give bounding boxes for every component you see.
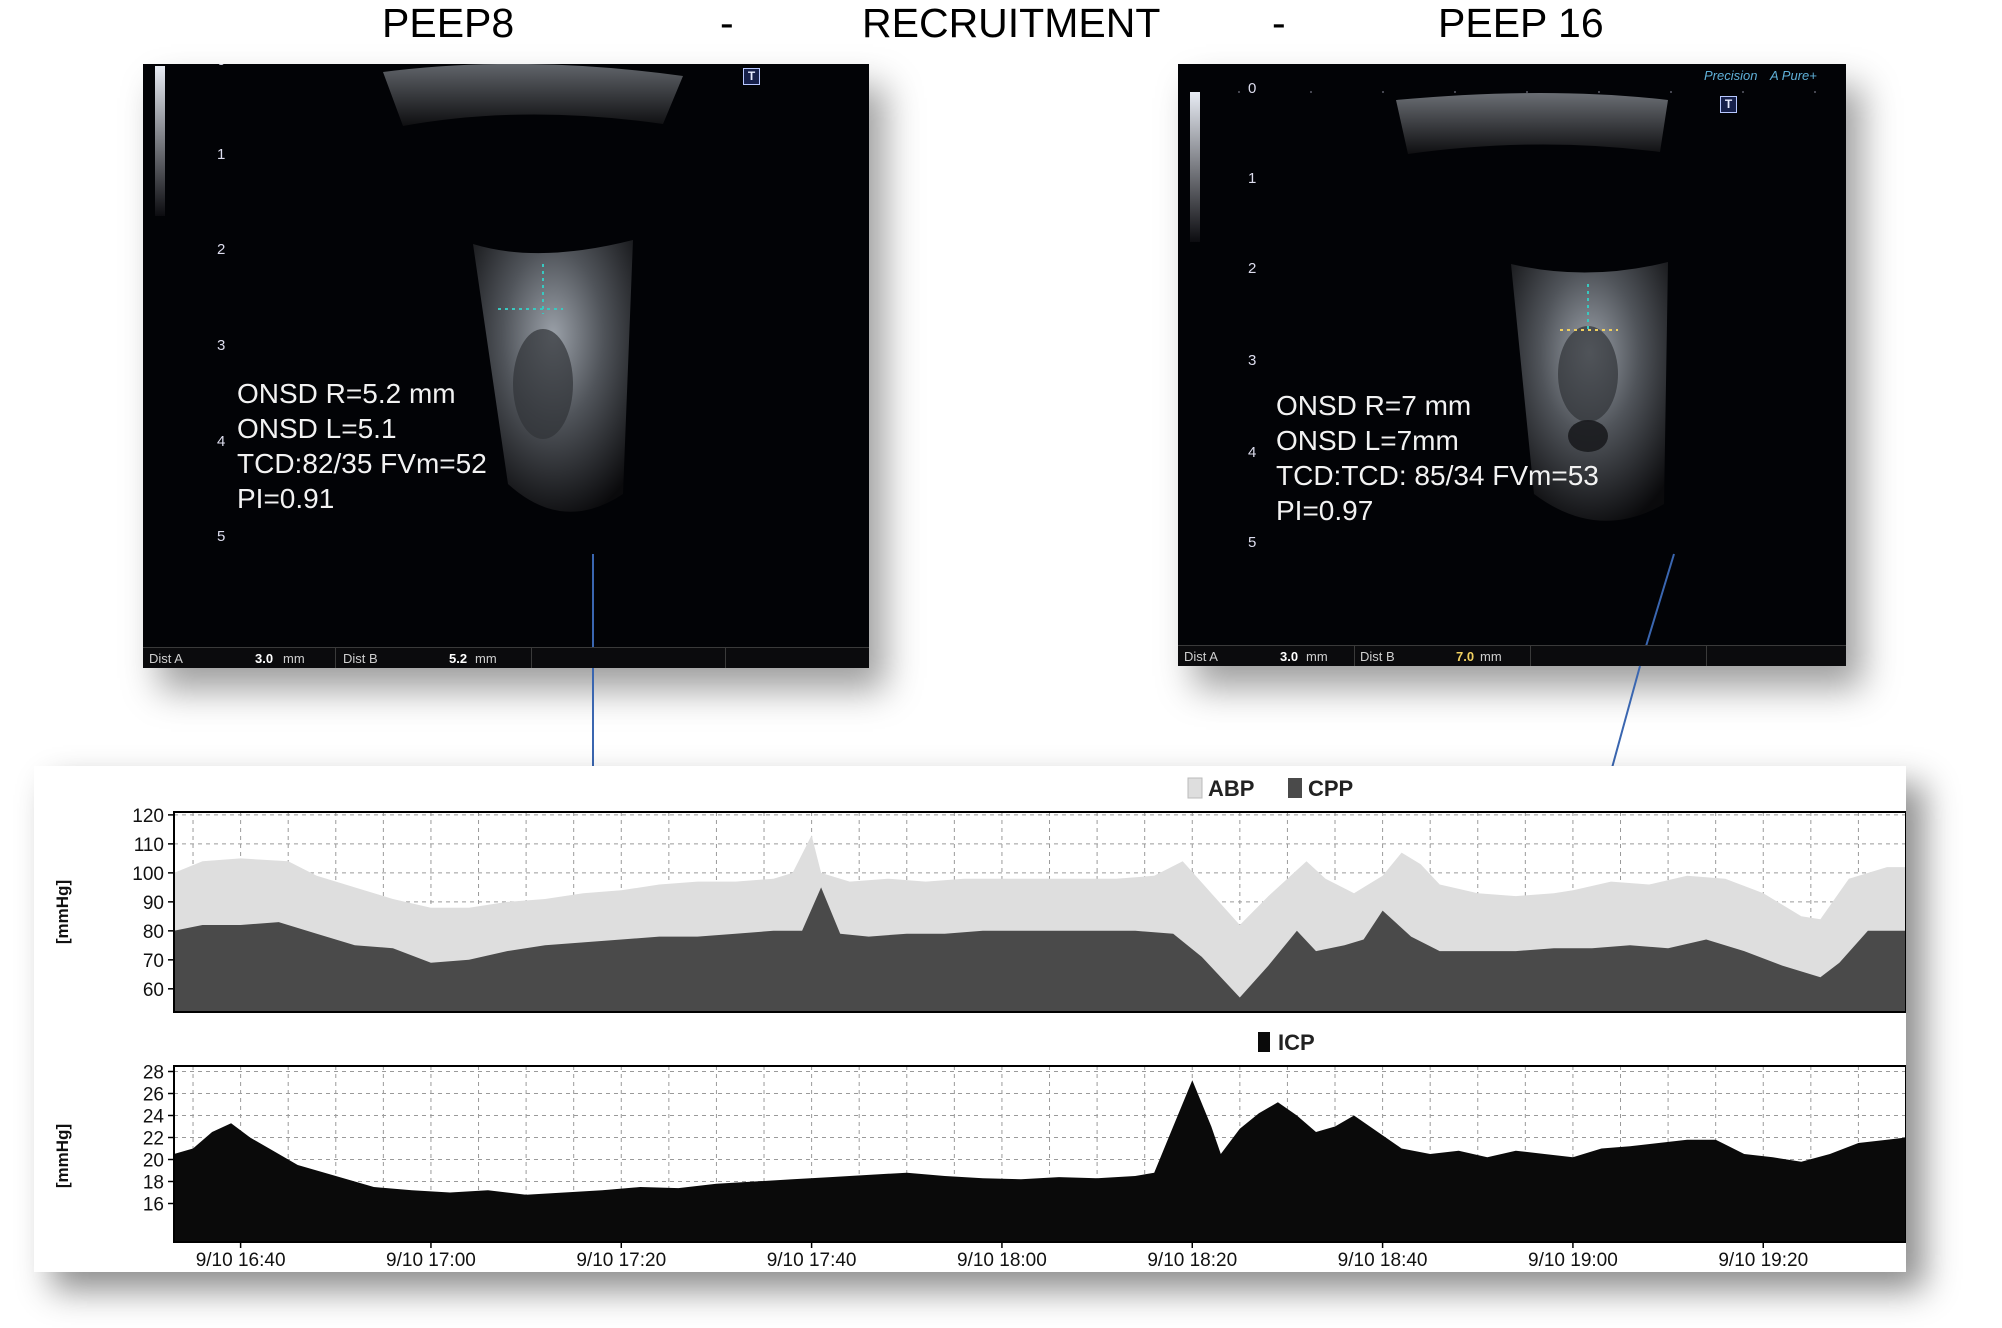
depth-tick-4: 4 xyxy=(217,433,226,450)
depth-tick-3: 3 xyxy=(217,337,226,354)
depth-tick-1: 1 xyxy=(1248,170,1257,187)
xtick-label: 9/10 18:00 xyxy=(957,1250,1047,1271)
measurement-pi-left: PI=0.91 xyxy=(237,483,335,514)
ytick-label: 110 xyxy=(134,835,164,856)
ytick-label: 120 xyxy=(132,806,164,827)
xticks: 9/10 16:40 9/10 17:00 9/10 17:20 9/10 17:40… xyxy=(196,1242,1808,1271)
depth-scale-left: 0 1 2 3 4 5 xyxy=(201,64,231,564)
ytick-label: 60 xyxy=(143,980,164,1001)
xtick-label: 9/10 17:00 xyxy=(386,1250,476,1271)
depth-scale-right: 0 1 2 3 4 5 xyxy=(1232,64,1262,564)
ytick-label: 90 xyxy=(143,893,164,914)
measurement-tcd-left: TCD:82/35 FVm=52 xyxy=(237,448,487,479)
dist-a-unit-left: mm xyxy=(283,651,305,666)
dist-b-unit-left: mm xyxy=(475,651,497,666)
trend-charts: ABP CPP [mmHg] 60 70 80 90 100 110 120 ICP [mm… xyxy=(53,776,1907,1271)
depth-tick-1: 1 xyxy=(217,146,226,163)
ytick-label: 24 xyxy=(143,1107,165,1128)
xtick-label: 9/10 18:40 xyxy=(1338,1250,1428,1271)
label-peep16: PEEP 16 xyxy=(1438,0,1604,46)
measurement-pi-right: PI=0.97 xyxy=(1276,495,1374,526)
ytick-label: 70 xyxy=(143,951,164,972)
xtick-label: 9/10 19:00 xyxy=(1528,1250,1618,1271)
measurement-onsd-l-left: ONSD L=5.1 xyxy=(237,413,397,444)
dist-a-unit-right: mm xyxy=(1306,649,1328,664)
ytick-label: 18 xyxy=(143,1173,164,1194)
series-cpp-area xyxy=(174,887,1906,1012)
measurements-right: ONSD R=7 mm ONSD L=7mm TCD:TCD: 85/34 FV… xyxy=(1276,388,1599,528)
depth-tick-3: 3 xyxy=(1248,352,1257,369)
ultrasound-image-right: Precision A Pure+ 0 1 2 3 4 5 T ONSD R=7… xyxy=(1178,64,1846,666)
legend-label-cpp: CPP xyxy=(1308,776,1353,801)
t-marker-right: T xyxy=(1720,96,1737,113)
depth-tick-2: 2 xyxy=(217,241,226,258)
depth-tick-0: 0 xyxy=(217,64,225,69)
label-peep8: PEEP8 xyxy=(382,0,515,46)
dist-b-unit-right: mm xyxy=(1480,649,1502,664)
measurement-tcd-right: TCD:TCD: 85/34 FVm=53 xyxy=(1276,460,1599,491)
legend-swatch-cpp xyxy=(1288,778,1302,798)
xtick-label: 9/10 17:40 xyxy=(767,1250,857,1271)
dist-b-value-left: 5.2 xyxy=(449,651,468,666)
measurement-onsd-r-left: ONSD R=5.2 mm xyxy=(237,378,456,409)
header-dash-left: - xyxy=(720,0,734,46)
legend-top: ABP CPP xyxy=(1187,776,1353,801)
ytick-label: 26 xyxy=(143,1085,164,1106)
yticks-top: 60 70 80 90 100 110 120 xyxy=(132,806,174,1001)
depth-tick-5: 5 xyxy=(217,528,226,545)
status-bar-left: Dist A 3.0 mm Dist B 5.2 mm xyxy=(143,647,869,668)
dist-a-value-right: 3.0 xyxy=(1280,649,1299,664)
dist-b-label-left: Dist B xyxy=(343,651,378,666)
dist-a-label-left: Dist A xyxy=(149,651,183,666)
series-icp-area xyxy=(174,1080,1906,1242)
measurement-onsd-l-right: ONSD L=7mm xyxy=(1276,425,1459,456)
xtick-label: 9/10 16:40 xyxy=(196,1250,286,1271)
ytick-label: 22 xyxy=(143,1129,164,1150)
dist-a-label-right: Dist A xyxy=(1184,649,1218,664)
dist-b-value-right: 7.0 xyxy=(1456,649,1475,664)
xtick-label: 9/10 18:20 xyxy=(1147,1250,1237,1271)
ytick-label: 28 xyxy=(143,1063,164,1084)
brand-precision: Precision xyxy=(1704,68,1758,83)
legend-label-abp: ABP xyxy=(1208,776,1254,801)
ultrasound-right-graphic xyxy=(1190,91,1818,666)
ylabel-bottom: [mmHg] xyxy=(53,1124,72,1188)
depth-tick-4: 4 xyxy=(1248,444,1257,461)
trend-chart-panel: ABP CPP [mmHg] 60 70 80 90 100 110 120 ICP [mm… xyxy=(34,766,1907,1272)
ytick-label: 16 xyxy=(143,1195,164,1216)
t-marker-left: T xyxy=(743,68,760,85)
ultrasound-left-graphic xyxy=(155,64,683,668)
legend-swatch-icp xyxy=(1258,1032,1270,1052)
dist-b-label-right: Dist B xyxy=(1360,649,1395,664)
ultrasound-image-left: 0 1 2 3 4 5 T ONSD R=5.2 mm ONSD L=5.1 T… xyxy=(143,64,869,668)
legend-label-icp: ICP xyxy=(1278,1030,1315,1055)
header-dash-right: - xyxy=(1272,0,1286,46)
xtick-label: 9/10 19:20 xyxy=(1718,1250,1808,1271)
abp-cpp-chart: ABP CPP [mmHg] 60 70 80 90 100 110 120 xyxy=(53,776,1907,1013)
ylabel-top: [mmHg] xyxy=(53,880,72,944)
xtick-label: 9/10 17:20 xyxy=(576,1250,666,1271)
depth-tick-0: 0 xyxy=(1248,80,1257,97)
legend-swatch-abp xyxy=(1187,777,1203,799)
legend-bottom: ICP xyxy=(1258,1030,1315,1055)
measurements-left: ONSD R=5.2 mm ONSD L=5.1 TCD:82/35 FVm=5… xyxy=(237,376,487,516)
dist-a-value-left: 3.0 xyxy=(255,651,274,666)
ytick-label: 100 xyxy=(132,864,164,885)
brand-apure: A Pure+ xyxy=(1770,68,1817,83)
depth-tick-5: 5 xyxy=(1248,534,1257,551)
status-bar-right: Dist A 3.0 mm Dist B 7.0 mm xyxy=(1178,645,1846,666)
depth-tick-2: 2 xyxy=(1248,260,1257,277)
ytick-label: 20 xyxy=(143,1151,164,1172)
label-recruitment: RECRUITMENT xyxy=(862,0,1161,46)
ytick-label: 80 xyxy=(143,922,164,943)
measurement-onsd-r-right: ONSD R=7 mm xyxy=(1276,390,1472,421)
